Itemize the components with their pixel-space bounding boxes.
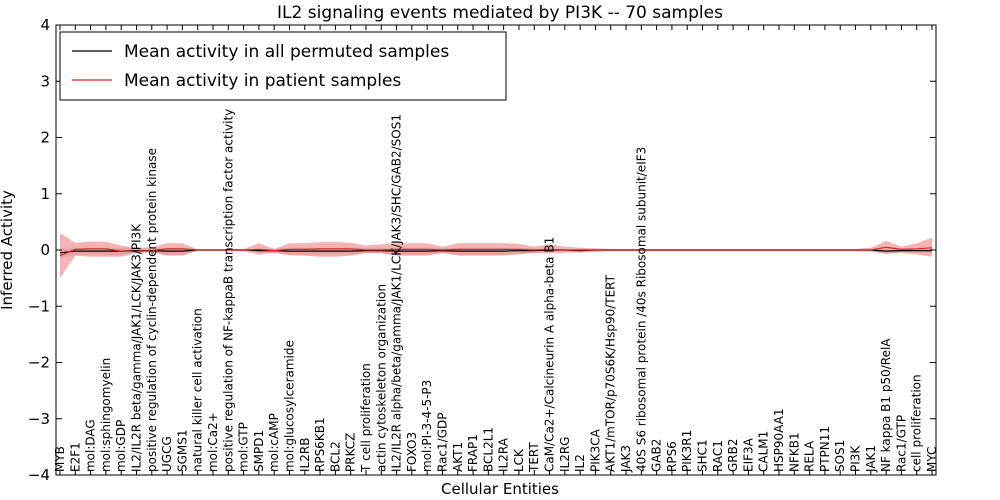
entity-label: NFKB1 <box>787 432 801 472</box>
entity-label: RAC1 <box>711 440 725 472</box>
entity-label: PI3K <box>849 445 863 472</box>
y-tick-label: 2 <box>40 129 50 147</box>
legend-label-permuted: Mean activity in all permuted samples <box>124 42 449 62</box>
y-tick-label: −2 <box>28 354 50 372</box>
legend: Mean activity in all permuted samples Me… <box>59 31 507 101</box>
entity-label: JAK1 <box>864 445 878 473</box>
entity-label: IL2/IL2R alpha/beta/gamma/JAK1/LCK/JAK3/… <box>390 114 404 472</box>
entity-label: cell proliferation <box>910 374 924 472</box>
entity-label: mol:Ca2+ <box>206 412 220 472</box>
entity-label: BCL2 <box>328 441 342 472</box>
y-axis-label: Inferred Activity <box>0 190 16 310</box>
entity-label: mol:PI-3-4-5-P3 <box>420 380 434 472</box>
entity-label: SHC1 <box>696 439 710 472</box>
entity-label: PIK3R1 <box>680 430 694 472</box>
x-axis-label: Cellular Entities <box>441 480 559 498</box>
entity-label: PTPN11 <box>818 426 832 472</box>
entity-label: LCK <box>512 448 526 472</box>
y-tick-label: 3 <box>40 72 50 90</box>
entity-label: mol:cAMP <box>267 413 281 472</box>
entity-label: TERT <box>527 442 541 473</box>
entity-label: PRKCZ <box>344 433 358 472</box>
entity-label: FOXO3 <box>405 432 419 472</box>
entity-label: IL2RG <box>558 437 572 473</box>
entity-label: mol:GDP <box>114 420 128 472</box>
entity-label: RPS6 <box>665 441 679 472</box>
entity-label: EIF3A <box>741 437 755 472</box>
y-tick-label: 1 <box>40 185 50 203</box>
entity-label: MYC <box>925 447 939 472</box>
y-tick-label: −3 <box>28 410 50 428</box>
y-tick-label: 4 <box>40 16 50 34</box>
entity-label: FRAP1 <box>466 434 480 472</box>
entity-label: IL2RA <box>497 437 511 472</box>
entity-label: AKT1 <box>451 442 465 472</box>
entity-label: IL2 <box>573 454 587 472</box>
entity-label: T cell proliferation <box>359 363 373 473</box>
entity-label: natural killer cell activation <box>191 308 205 472</box>
entity-label: RPS6KB1 <box>313 417 327 472</box>
entity-label: positive regulation of NF-kappaB transcr… <box>221 109 235 472</box>
legend-label-patient: Mean activity in patient samples <box>124 71 401 91</box>
entity-label: GAB2 <box>650 439 664 472</box>
entity-label: positive regulation of cyclin-dependent … <box>145 148 159 472</box>
entity-label: actin cytoskeleton organization <box>374 284 388 472</box>
entity-label: AKT1/mTOR/p70S6K/Hsp90/TERT <box>604 274 618 472</box>
entity-label: mol:DAG <box>84 419 98 472</box>
y-tick-label: −4 <box>28 466 50 484</box>
entity-label: UGCG <box>160 436 174 472</box>
entity-label: MYB <box>53 446 67 472</box>
entity-label: NF kappa B1 p50/RelA <box>879 338 893 472</box>
patient-mean-line <box>59 246 933 257</box>
y-tick-label: −1 <box>28 297 50 315</box>
entity-label: mol:sphingomyelin <box>99 358 113 472</box>
entity-label: SOS1 <box>833 440 847 472</box>
entity-label: Rac1/GTP <box>894 415 908 472</box>
entity-label: mol:glucosylceramide <box>282 340 296 472</box>
entity-label: HSP90AA1 <box>772 408 786 472</box>
y-tick-label: 0 <box>40 241 50 259</box>
entity-label: PIK3CA <box>588 428 602 472</box>
entity-label: GRB2 <box>726 438 740 472</box>
patient-band <box>60 233 932 279</box>
entity-label: BCL2L1 <box>481 427 495 472</box>
entity-label: mol:GTP <box>237 422 251 472</box>
chart-title: IL2 signaling events mediated by PI3K --… <box>277 3 723 23</box>
entity-label: CaM/Ca2+/Calcineurin A alpha-beta B1 <box>543 237 557 472</box>
entity-label: Rac1/GDP <box>435 413 449 472</box>
entity-label: RELA <box>803 440 817 472</box>
entity-label: SMPD1 <box>252 430 266 472</box>
entity-label: 40S S6 ribosomal protein /40s Ribosomal … <box>634 147 648 472</box>
entity-label: IL2/IL2R beta/gamma/JAK1/LCK/JAK3/PI3K <box>129 223 143 472</box>
entity-label: E2F1 <box>68 442 82 472</box>
entity-label: JAK3 <box>619 445 633 473</box>
entity-label: SGMS1 <box>175 429 189 472</box>
entity-label: CALM1 <box>757 431 771 472</box>
entity-label: IL2RB <box>298 438 312 472</box>
